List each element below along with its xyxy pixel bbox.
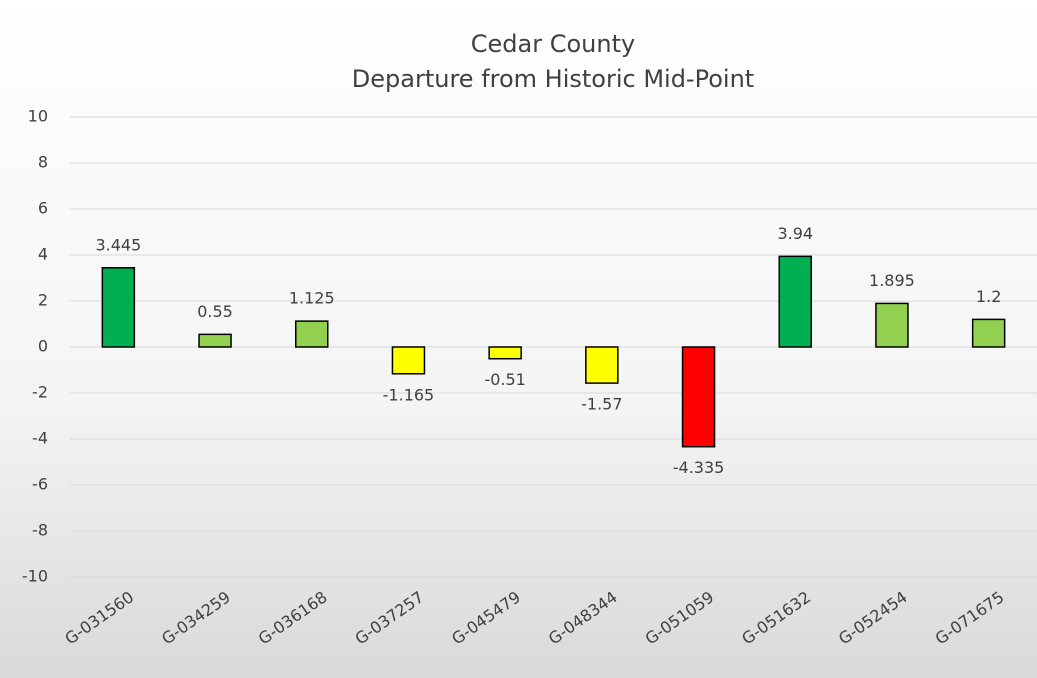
y-tick-label: -10 — [22, 567, 48, 586]
x-tick-label: G-051632 — [738, 587, 814, 648]
data-label: 3.94 — [777, 224, 813, 243]
data-label: 0.55 — [197, 302, 233, 321]
bar — [295, 320, 329, 348]
data-label: 3.445 — [95, 235, 141, 254]
y-tick-label: 6 — [38, 199, 48, 218]
x-tick-label: G-071675 — [932, 587, 1008, 648]
bar — [681, 346, 716, 448]
y-tick-label: -2 — [32, 383, 48, 402]
x-tick-label: G-036168 — [255, 587, 331, 648]
y-tick-label: 4 — [38, 245, 48, 264]
data-label: 1.895 — [869, 271, 915, 290]
y-tick-label: -4 — [32, 429, 48, 448]
x-tick-label: G-037257 — [352, 587, 428, 648]
bar — [778, 255, 812, 348]
x-tick-label: G-045479 — [448, 587, 524, 648]
data-label: -1.57 — [581, 395, 622, 414]
y-tick-label: -6 — [32, 475, 48, 494]
data-label: -0.51 — [484, 370, 525, 389]
x-tick-label: G-048344 — [545, 587, 621, 648]
data-label: -4.335 — [673, 458, 725, 477]
bar — [488, 346, 522, 360]
data-label: -1.165 — [383, 385, 435, 404]
x-tick-label: G-051059 — [642, 587, 718, 648]
data-label: 1.2 — [976, 287, 1001, 306]
x-tick-label: G-031560 — [61, 587, 137, 648]
x-tick-label: G-034259 — [158, 587, 234, 648]
y-tick-label: 8 — [38, 153, 48, 172]
bar — [198, 333, 232, 348]
y-tick-label: 2 — [38, 291, 48, 310]
y-tick-label: 10 — [28, 107, 48, 126]
chart-subtitle: Departure from Historic Mid-Point — [352, 65, 754, 93]
bar — [875, 302, 909, 348]
chart-title: Cedar County — [471, 30, 635, 58]
bar — [585, 346, 619, 384]
y-tick-label: -8 — [32, 521, 48, 540]
y-tick-label: 0 — [38, 337, 48, 356]
x-tick-label: G-052454 — [835, 587, 911, 648]
bar — [101, 267, 136, 348]
bar — [391, 346, 426, 375]
data-label: 1.125 — [289, 289, 335, 308]
bar — [971, 318, 1006, 348]
